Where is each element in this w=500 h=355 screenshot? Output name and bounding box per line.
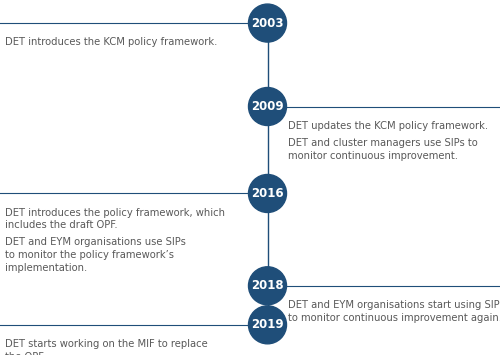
Text: DET starts working on the MIF to replace: DET starts working on the MIF to replace	[5, 339, 208, 349]
Text: to monitor continuous improvement again.: to monitor continuous improvement again.	[288, 313, 500, 323]
Ellipse shape	[248, 306, 286, 344]
Text: implementation.: implementation.	[5, 263, 87, 273]
Text: DET introduces the KCM policy framework.: DET introduces the KCM policy framework.	[5, 37, 218, 47]
Text: DET and EYM organisations use SIPs: DET and EYM organisations use SIPs	[5, 237, 186, 247]
Text: DET and cluster managers use SIPs to: DET and cluster managers use SIPs to	[288, 138, 478, 148]
Text: DET introduces the policy framework, which: DET introduces the policy framework, whi…	[5, 208, 225, 218]
Text: the OPF.: the OPF.	[5, 352, 46, 355]
Text: monitor continuous improvement.: monitor continuous improvement.	[288, 151, 458, 160]
Ellipse shape	[248, 87, 286, 126]
Text: 2016: 2016	[251, 187, 284, 200]
Ellipse shape	[248, 267, 286, 305]
Text: DET updates the KCM policy framework.: DET updates the KCM policy framework.	[288, 121, 488, 131]
Text: to monitor the policy framework’s: to monitor the policy framework’s	[5, 250, 174, 260]
Text: 2018: 2018	[251, 279, 284, 292]
Ellipse shape	[248, 4, 286, 42]
Text: 2009: 2009	[251, 100, 284, 113]
Text: 2019: 2019	[251, 318, 284, 331]
Text: includes the draft OPF.: includes the draft OPF.	[5, 220, 117, 230]
Text: 2003: 2003	[252, 17, 284, 29]
Ellipse shape	[248, 174, 286, 213]
Text: DET and EYM organisations start using SIPs: DET and EYM organisations start using SI…	[288, 300, 500, 310]
